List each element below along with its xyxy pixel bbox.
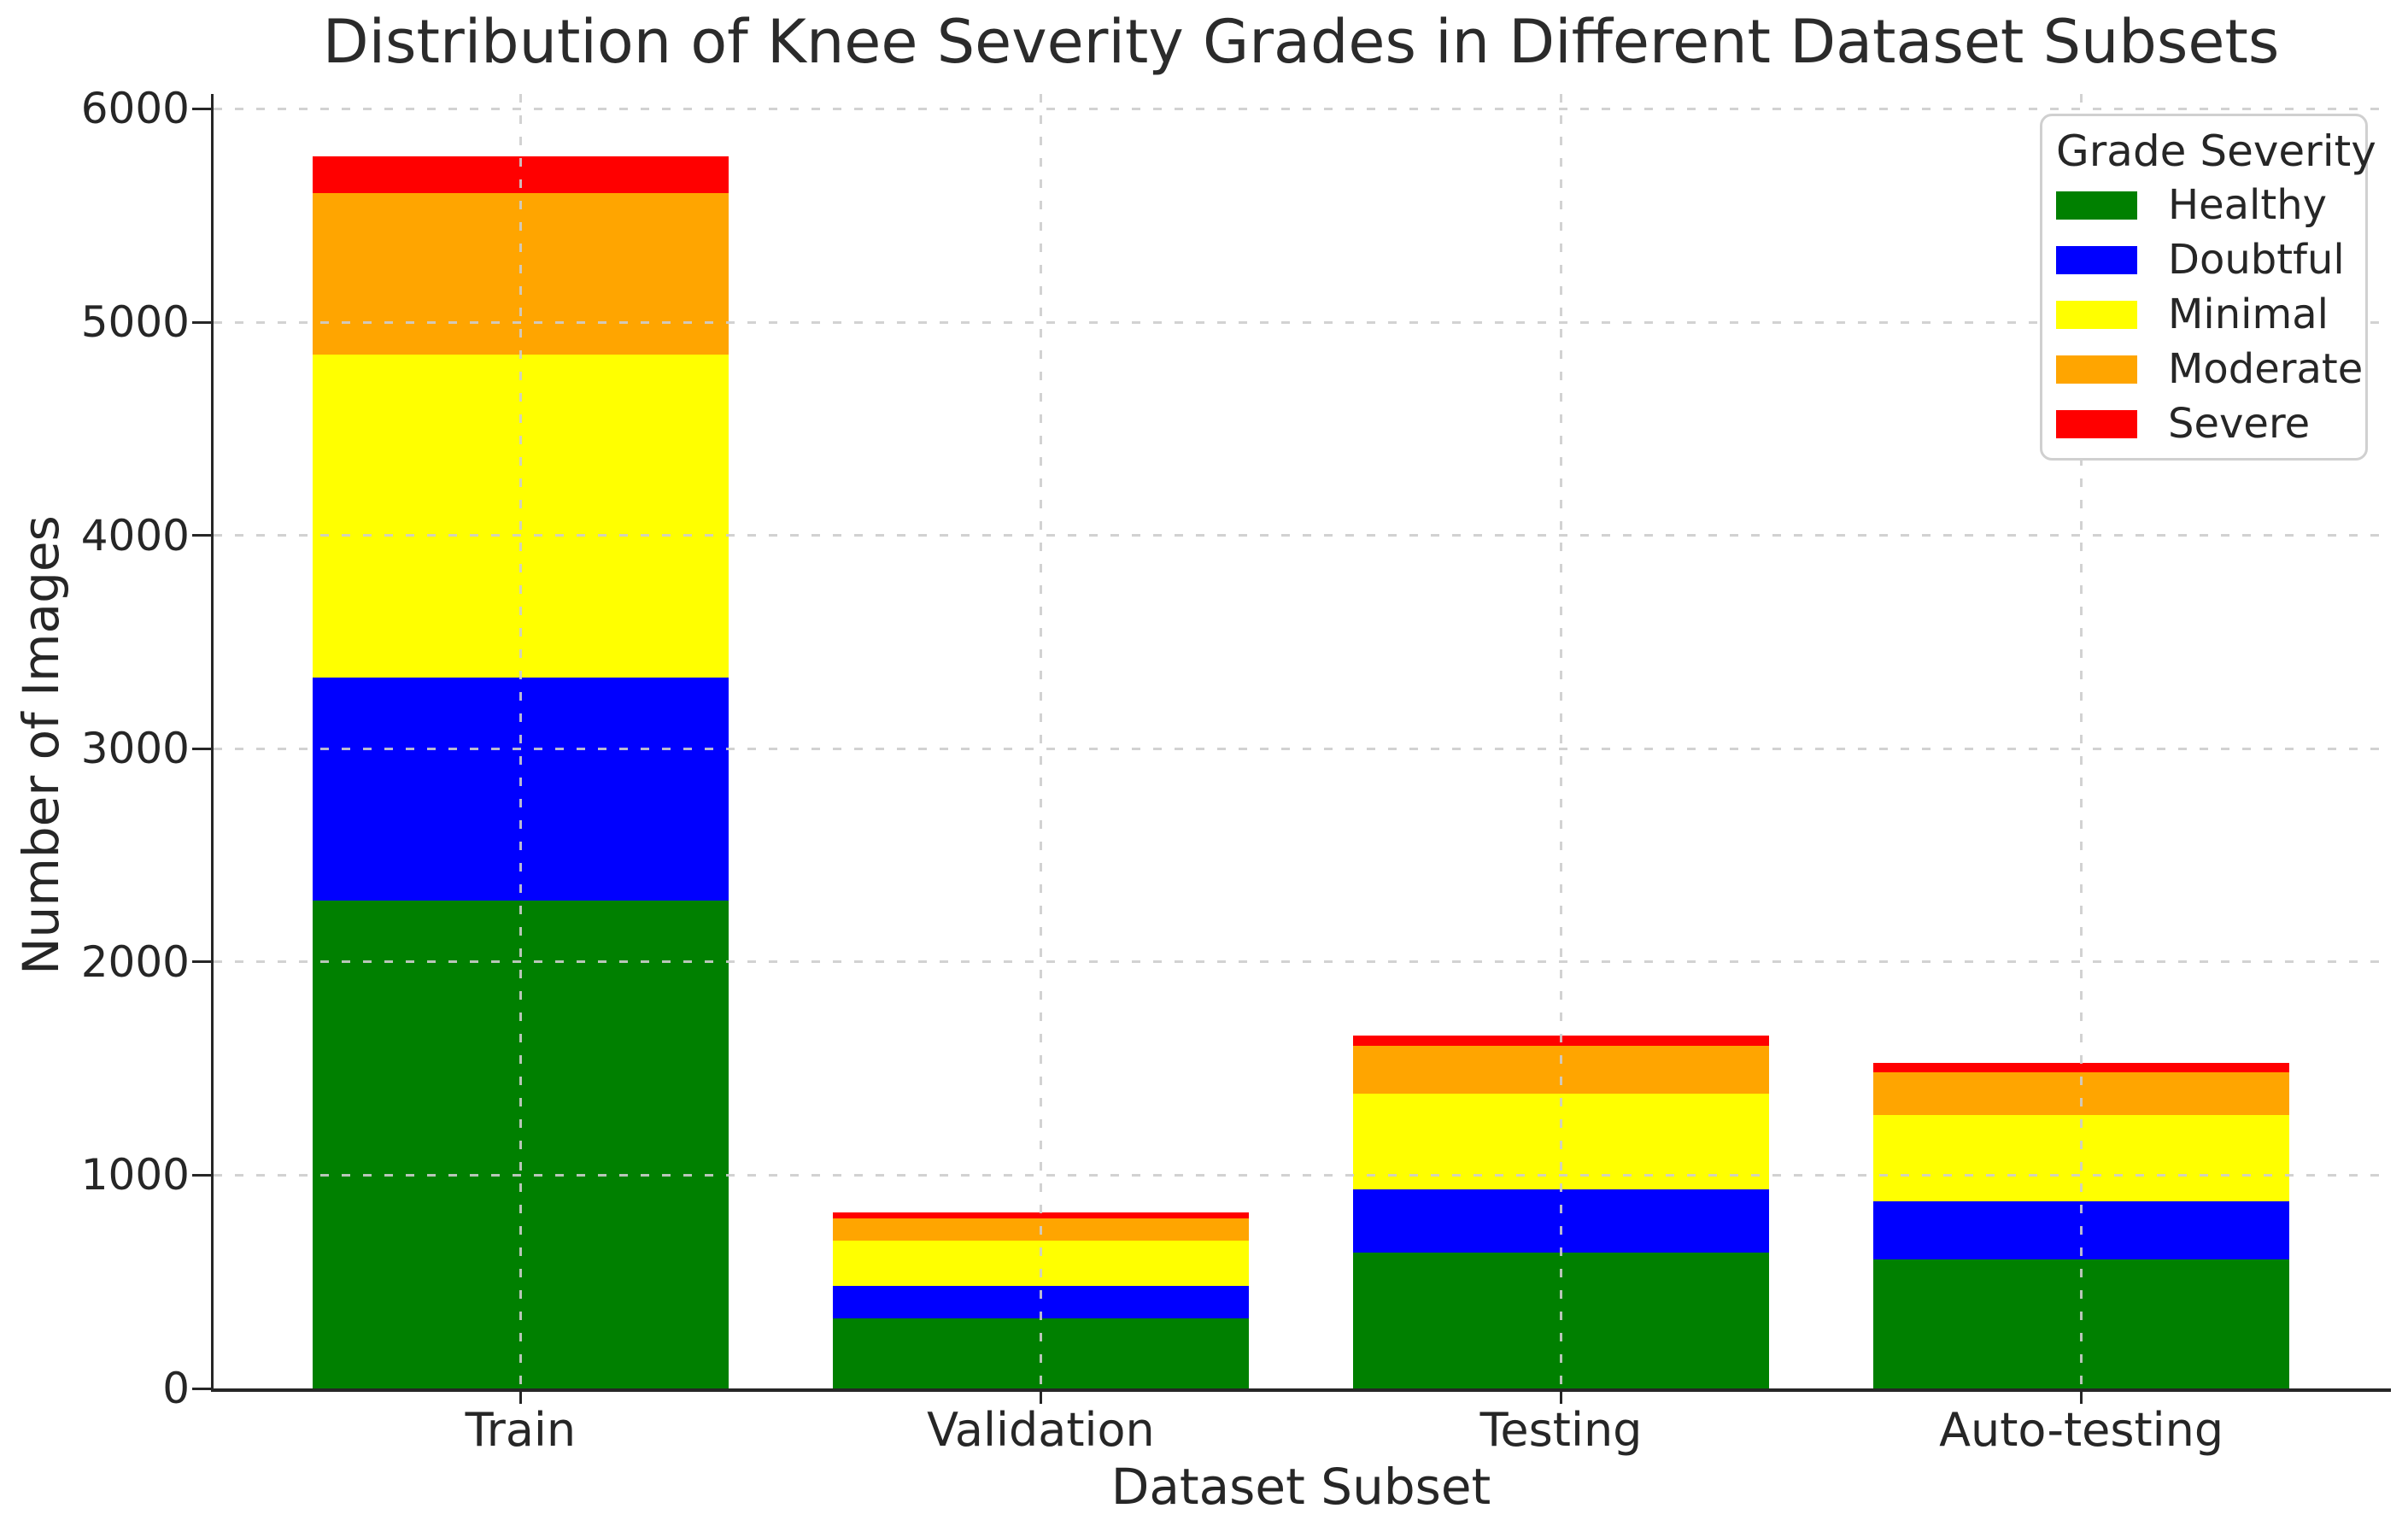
bar-segment-auto-testing-moderate: [1873, 1072, 2290, 1116]
y-tick-mark-6000: [192, 107, 211, 110]
bar-segment-validation-severe: [832, 1212, 1249, 1218]
y-tick-label-1000: 1000: [80, 1150, 190, 1200]
legend-label-doubtful: Doubtful: [2168, 236, 2345, 284]
legend-label-healthy: Healthy: [2168, 181, 2328, 229]
legend-item-doubtful: Doubtful: [2056, 232, 2352, 287]
bar-segment-auto-testing-severe: [1873, 1063, 2290, 1073]
chart-title: Distribution of Knee Severity Grades in …: [322, 7, 2280, 77]
legend-swatch-doubtful-icon: [2056, 245, 2137, 274]
legend-swatch-severe-icon: [2056, 409, 2137, 438]
bar-segment-train-moderate: [312, 193, 729, 355]
bar-segment-validation-moderate: [832, 1218, 1249, 1241]
bar-testing: [1353, 94, 1770, 1388]
bar-segment-testing-doubtful: [1353, 1189, 1770, 1253]
y-tick-label-4000: 4000: [80, 510, 190, 561]
bar-train: [312, 94, 729, 1388]
legend-item-severe: Severe: [2056, 396, 2352, 451]
bar-segment-validation-minimal: [832, 1241, 1249, 1286]
x-tick-mark-auto-testing: [2080, 1388, 2083, 1404]
x-tick-label-auto-testing: Auto-testing: [1939, 1403, 2224, 1457]
bar-segment-testing-minimal: [1353, 1094, 1770, 1189]
legend-swatch-moderate-icon: [2056, 355, 2137, 384]
legend-label-moderate: Moderate: [2168, 345, 2364, 393]
bar-segment-testing-moderate: [1353, 1046, 1770, 1095]
bar-validation: [832, 94, 1249, 1388]
legend-swatch-healthy-icon: [2056, 191, 2137, 220]
bar-segment-train-minimal: [312, 355, 729, 678]
y-tick-label-2000: 2000: [80, 936, 190, 987]
bar-segment-auto-testing-healthy: [1873, 1259, 2290, 1388]
bar-segment-auto-testing-doubtful: [1873, 1200, 2290, 1260]
x-tick-label-validation: Validation: [927, 1403, 1155, 1457]
y-tick-mark-0: [192, 1387, 211, 1390]
legend-swatch-minimal-icon: [2056, 300, 2137, 329]
legend-title: Grade Severity: [2056, 126, 2376, 176]
y-tick-mark-5000: [192, 320, 211, 324]
bar-segment-train-severe: [312, 156, 729, 194]
y-tick-mark-4000: [192, 534, 211, 537]
x-tick-label-train: Train: [465, 1403, 577, 1457]
legend: Grade Severity Healthy Doubtful Minimal Mod…: [2040, 114, 2376, 461]
legend-rows: Healthy Doubtful Minimal Moderate Severe: [2056, 178, 2363, 451]
x-axis-label: Dataset Subset: [1110, 1458, 1491, 1516]
bar-segment-testing-severe: [1353, 1035, 1770, 1047]
y-tick-mark-2000: [192, 960, 211, 964]
bar-segment-testing-healthy: [1353, 1252, 1770, 1388]
y-tick-mark-3000: [192, 747, 211, 750]
legend-label-severe: Severe: [2168, 400, 2311, 448]
legend-item-minimal: Minimal: [2056, 287, 2352, 342]
bar-segment-train-healthy: [312, 901, 729, 1388]
y-tick-label-0: 0: [162, 1364, 190, 1413]
x-axis-spine: [211, 1388, 2391, 1392]
x-tick-mark-validation: [1039, 1388, 1042, 1404]
y-tick-label-5000: 5000: [80, 297, 190, 348]
y-tick-label-3000: 3000: [80, 724, 190, 774]
y-axis-spine: [211, 94, 214, 1390]
bar-segment-validation-healthy: [832, 1318, 1249, 1388]
x-tick-mark-train: [519, 1388, 522, 1404]
legend-item-healthy: Healthy: [2056, 178, 2352, 232]
bar-segment-auto-testing-minimal: [1873, 1115, 2290, 1201]
bar-segment-train-doubtful: [312, 678, 729, 901]
y-tick-mark-1000: [192, 1173, 211, 1177]
bar-segment-validation-doubtful: [832, 1285, 1249, 1319]
legend-label-minimal: Minimal: [2168, 291, 2329, 338]
y-tick-label-6000: 6000: [80, 84, 190, 134]
plot-area: [214, 94, 2388, 1388]
x-tick-mark-testing: [1560, 1388, 1563, 1404]
legend-item-moderate: Moderate: [2056, 342, 2363, 396]
x-tick-label-testing: Testing: [1479, 1403, 1643, 1457]
